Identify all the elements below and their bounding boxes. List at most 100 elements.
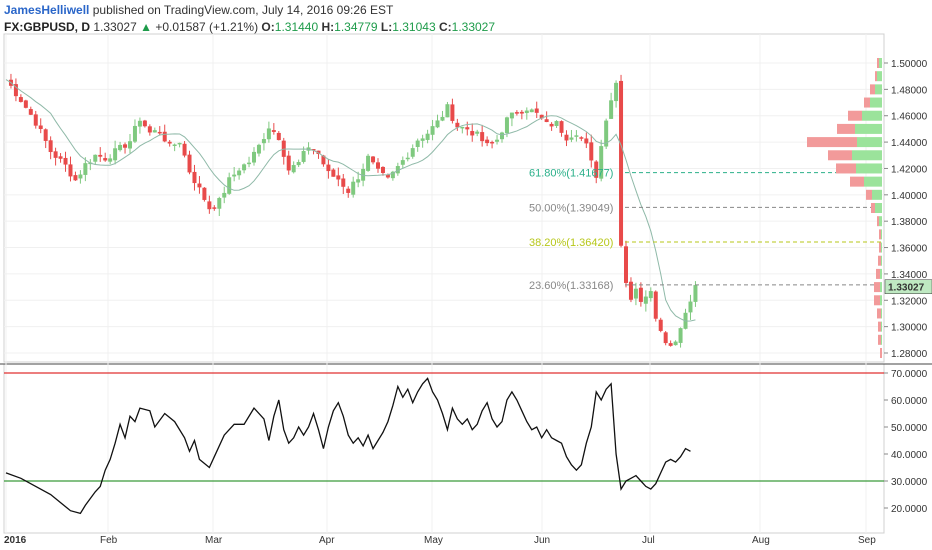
volume-bar-up — [855, 123, 882, 134]
candle-body — [247, 162, 252, 165]
candle — [400, 156, 405, 169]
chart-header: JamesHelliwell published on TradingView.… — [4, 2, 495, 36]
candle-body — [594, 161, 599, 178]
volume-bar-down — [864, 97, 870, 108]
candle — [187, 150, 192, 175]
candle — [58, 153, 63, 163]
candle-body — [83, 163, 88, 175]
last-price: 1.33027 — [93, 20, 137, 34]
candle-body — [470, 131, 475, 136]
candle-body — [177, 142, 182, 145]
low-label: L: — [380, 20, 393, 34]
y-tick-label: 1.50000 — [891, 59, 928, 70]
candle-body — [609, 100, 614, 119]
y-tick-label: 1.44000 — [891, 138, 928, 149]
candle — [490, 140, 495, 149]
candle — [8, 73, 13, 89]
candle — [33, 110, 38, 129]
volume-bar-down — [850, 176, 864, 187]
candle-body — [435, 120, 440, 128]
candle — [276, 131, 281, 141]
candle — [614, 80, 619, 108]
volume-bar-up — [881, 229, 882, 240]
candle-body — [237, 170, 242, 176]
volume-bar-up — [875, 203, 882, 213]
candle — [247, 156, 252, 168]
author-link[interactable]: JamesHelliwell — [4, 3, 90, 17]
candle-body — [539, 114, 544, 119]
volume-bar-up — [862, 110, 882, 121]
x-tick-label: Mar — [205, 535, 223, 546]
candle-body — [336, 175, 341, 180]
x-tick-label: Jul — [642, 535, 655, 546]
candle-body — [400, 160, 405, 165]
candle — [693, 281, 698, 307]
candle — [440, 110, 445, 122]
candle-body — [440, 116, 445, 121]
candle — [455, 118, 460, 131]
candle-body — [212, 207, 217, 209]
candle — [18, 94, 23, 103]
x-tick-label: 2016 — [4, 535, 27, 546]
candle — [460, 126, 465, 134]
open-value: 1.31440 — [274, 20, 319, 34]
candle — [688, 294, 693, 320]
candle-body — [663, 332, 668, 344]
candle-body — [286, 155, 291, 171]
candle-body — [579, 137, 584, 139]
y-tick-label: 1.40000 — [891, 191, 928, 202]
candle-body — [147, 126, 152, 133]
x-tick-label: Apr — [319, 535, 335, 546]
candle-body — [480, 132, 485, 142]
candle-body — [380, 166, 385, 173]
candle-body — [68, 164, 73, 177]
volume-bar-up — [881, 308, 882, 319]
candle-body — [415, 140, 420, 147]
candle — [376, 158, 380, 173]
close-label: C: — [438, 20, 452, 34]
candle — [569, 129, 574, 143]
candle-body — [569, 137, 574, 140]
candle — [296, 159, 301, 168]
candle-body — [599, 146, 604, 179]
candle — [450, 98, 455, 124]
candle — [604, 118, 609, 149]
candle-body — [23, 100, 28, 108]
fib-label: 50.00%(1.39049) — [529, 202, 613, 214]
candle — [628, 277, 633, 303]
candle — [43, 128, 48, 149]
price-change: +0.01587 (+1.21%) — [155, 20, 259, 34]
volume-bar-up — [856, 163, 882, 174]
rsi-tick-label: 60.0000 — [891, 396, 928, 407]
candle — [509, 112, 514, 127]
symbol-label[interactable]: FX:GBPUSD, D — [4, 20, 91, 34]
candle — [316, 150, 321, 159]
candle — [435, 114, 440, 129]
candle-body — [361, 168, 366, 181]
candle-body — [142, 120, 147, 127]
candle-body — [217, 198, 222, 209]
candle — [420, 134, 425, 148]
candle-body — [222, 192, 227, 198]
candle — [395, 162, 400, 176]
candle-body — [688, 301, 693, 313]
x-tick-label: Aug — [752, 535, 770, 546]
candle-body — [252, 151, 256, 163]
candle-body — [554, 121, 559, 126]
volume-bar-up — [881, 255, 882, 266]
candle-body — [549, 123, 554, 127]
candle-body — [28, 109, 33, 115]
candle — [242, 163, 247, 174]
candle — [425, 129, 430, 144]
candle-body — [266, 128, 271, 140]
candle — [256, 143, 261, 157]
candle-body — [331, 169, 336, 177]
candle-body — [48, 140, 53, 153]
volume-bar-down — [836, 163, 856, 174]
volume-bar-up — [877, 71, 882, 82]
candle-body — [584, 138, 589, 144]
price-pane — [3, 33, 885, 363]
candle-body — [390, 171, 395, 179]
candle-body — [366, 155, 371, 171]
